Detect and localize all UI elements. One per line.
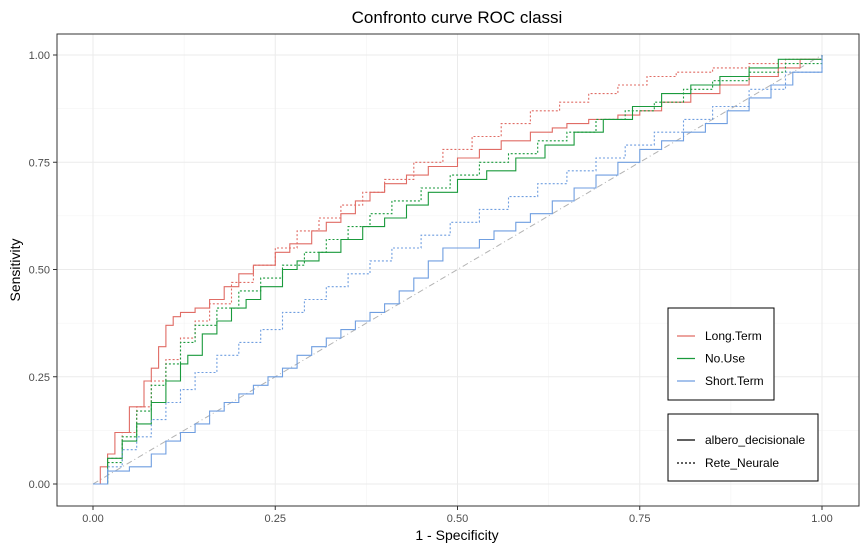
y-tick-label-4: 1.00 <box>29 50 50 62</box>
x-tick-label-3: 0.75 <box>629 513 650 525</box>
reference-diagonal <box>92 54 823 485</box>
legend-label-rete-neurale: Rete_Neurale <box>705 456 779 470</box>
y-tick-label-3: 0.75 <box>29 157 50 169</box>
y-tick-label-0: 0.00 <box>29 479 50 491</box>
x-axis-title: 1 - Specificity <box>415 527 498 543</box>
legend-label-no-use: No.Use <box>705 352 745 366</box>
series-short-term-albero-decisionale <box>93 55 823 485</box>
roc-series <box>93 55 823 485</box>
y-axis-title: Sensitivity <box>7 238 23 301</box>
color-legend: Long.Term No.Use Short.Term <box>667 307 775 401</box>
linetype-legend: albero_decisionale Rete_Neurale <box>667 413 819 482</box>
x-tick-label-2: 0.50 <box>447 513 468 525</box>
y-tick-label-2: 0.50 <box>29 265 50 277</box>
x-tick-label-1: 0.25 <box>265 513 286 525</box>
grid-lines <box>57 34 859 506</box>
series-no-use-rete-neurale <box>93 55 823 485</box>
series-no-use-albero-decisionale <box>93 55 823 485</box>
x-tick-label-0: 0.00 <box>82 513 103 525</box>
chart-title: Confronto curve ROC classi <box>352 8 563 27</box>
y-tick-label-1: 0.25 <box>29 372 50 384</box>
series-long-term-rete-neurale <box>93 55 823 485</box>
x-axis-ticks: 0.00 0.25 0.50 0.75 1.00 <box>82 506 833 525</box>
series-long-term-albero-decisionale <box>93 55 823 485</box>
reference-diagonal-line <box>92 54 823 485</box>
y-axis-ticks: 0.00 0.25 0.50 0.75 1.00 <box>29 50 57 491</box>
legend-label-short-term: Short.Term <box>705 374 764 388</box>
linetype-legend-box <box>667 413 819 482</box>
series-short-term-rete-neurale <box>93 55 823 485</box>
color-legend-box <box>667 307 775 401</box>
x-tick-label-4: 1.00 <box>811 513 832 525</box>
legend-label-albero-decisionale: albero_decisionale <box>705 433 805 447</box>
legend-label-long-term: Long.Term <box>705 329 762 343</box>
